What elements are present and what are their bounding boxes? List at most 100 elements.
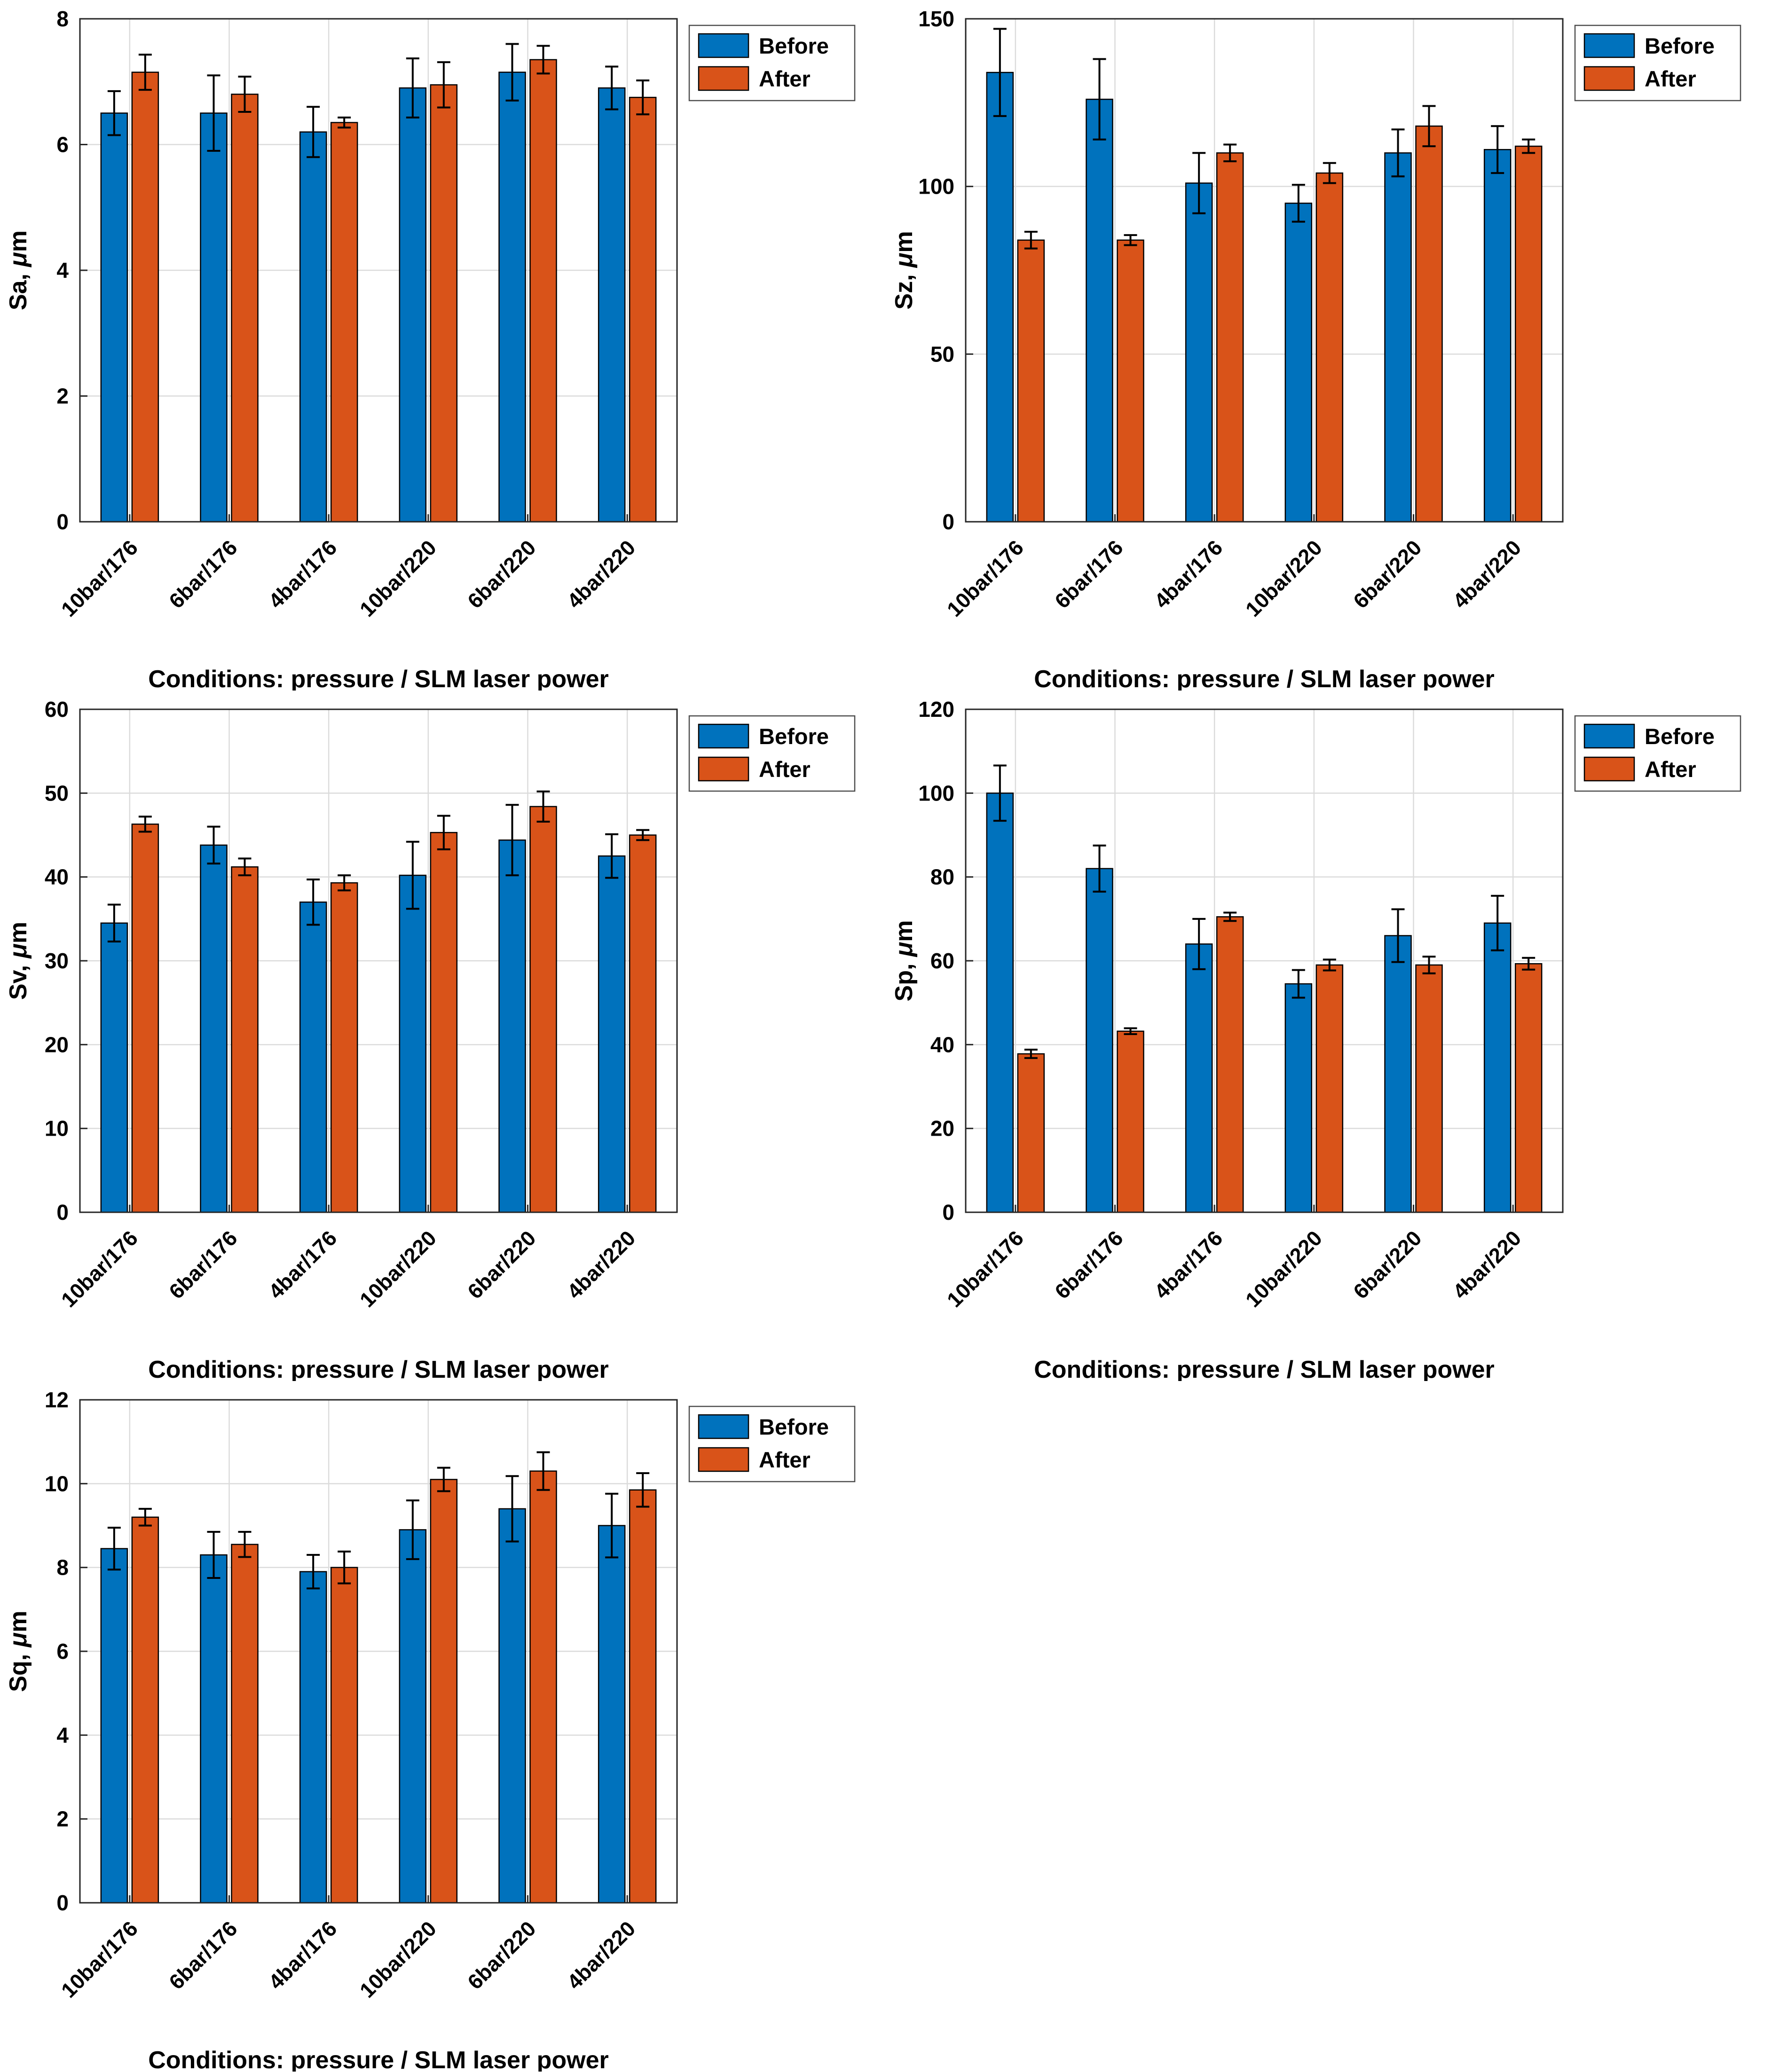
bar-after (1415, 126, 1443, 523)
bar-before (498, 1508, 526, 1904)
y-tick-label: 20 (45, 1032, 69, 1057)
bar-before (299, 131, 327, 523)
bar-after (330, 882, 358, 1213)
legend-label-after: After (759, 757, 811, 782)
bar-after (131, 824, 159, 1213)
y-tick-label: 0 (56, 1200, 69, 1224)
bar-before (299, 901, 327, 1213)
x-tick-label: 6bar/176 (1050, 1226, 1127, 1303)
bar-before (100, 1548, 128, 1904)
y-tick-label: 60 (930, 949, 954, 973)
bar-before (299, 1571, 327, 1904)
bar-after (529, 59, 557, 523)
y-tick-label: 2 (56, 384, 69, 408)
bar-after (430, 84, 458, 523)
bar-before (1086, 98, 1113, 523)
bar-after (1514, 963, 1543, 1213)
x-tick-label: 6bar/176 (164, 1226, 242, 1303)
x-tick-label: 4bar/176 (264, 535, 341, 613)
x-tick-label: 4bar/220 (1448, 535, 1526, 613)
x-tick-label: 4bar/176 (1150, 1226, 1227, 1303)
legend-swatch-before (1583, 33, 1635, 58)
y-axis-label: Sq, μm (5, 1611, 32, 1692)
bar-before (598, 1525, 626, 1904)
legend-swatch-before (698, 723, 749, 749)
y-tick-label: 2 (56, 1807, 69, 1831)
bar-after (1117, 239, 1144, 523)
bar-after (131, 71, 159, 523)
x-tick-label: 6bar/220 (463, 1226, 540, 1303)
y-tick-label: 10 (45, 1471, 69, 1496)
legend-swatch-before (698, 33, 749, 58)
y-tick-label: 0 (942, 1200, 954, 1224)
legend-swatch-after (698, 756, 749, 782)
x-axis-label: Conditions: pressure / SLM laser power (1034, 666, 1495, 691)
y-tick-label: 6 (56, 133, 69, 157)
y-axis-label: Sp, μm (890, 920, 918, 1002)
x-tick-label: 10bar/220 (355, 1916, 441, 2002)
y-tick-label: 120 (918, 697, 954, 722)
bar-after (629, 96, 657, 523)
x-axis-label: Conditions: pressure / SLM laser power (148, 1356, 609, 1381)
bar-chart-sv: 0 10 20 30 40 50 60 10bar/176 6bar/176 4bar/176 10… (5, 697, 856, 1381)
x-tick-label: 4bar/220 (1448, 1226, 1526, 1303)
bar-before (1185, 182, 1213, 523)
x-axis-label: Conditions: pressure / SLM laser power (1034, 1356, 1495, 1381)
y-tick-label: 40 (930, 1032, 954, 1057)
legend-label-after: After (1645, 757, 1696, 782)
x-tick-label: 10bar/220 (355, 535, 441, 621)
chart-sp: 0 20 40 60 80 100 120 10bar/176 6bar/176 4bar/176… (886, 691, 1772, 1381)
bar-chart-sa: 0 2 4 6 8 10bar/176 6bar/176 4bar/176 10bar/220 6… (5, 7, 856, 691)
y-tick-label: 0 (942, 510, 954, 534)
legend-label-before: Before (759, 724, 829, 749)
chart-sa: 0 2 4 6 8 10bar/176 6bar/176 4bar/176 10bar/220 6… (0, 0, 886, 691)
bar-before (498, 71, 526, 523)
x-tick-label: 10bar/176 (56, 1226, 142, 1312)
bar-after (1017, 1053, 1045, 1213)
chart-sq: 0 2 4 6 8 10 12 10bar/176 6bar/176 4bar/176 10bar/… (0, 1381, 886, 2072)
legend-label-before: Before (759, 1414, 829, 1439)
x-tick-label: 6bar/220 (1348, 1226, 1426, 1303)
chart-sz: 0 50 100 150 10bar/176 6bar/176 4bar/176 10bar/… (886, 0, 1772, 691)
x-tick-label: 6bar/176 (164, 535, 242, 613)
bar-after (629, 1489, 657, 1904)
x-tick-label: 4bar/176 (1150, 535, 1227, 613)
bar-before (1483, 149, 1512, 523)
bar-after (1315, 964, 1344, 1213)
bar-before (200, 1554, 228, 1904)
x-tick-label: 10bar/176 (942, 535, 1028, 621)
x-tick-label: 6bar/220 (1348, 535, 1426, 613)
legend-swatch-after (698, 1447, 749, 1472)
bar-after (629, 834, 657, 1213)
bar-before (1086, 868, 1113, 1213)
bar-before (1284, 983, 1313, 1213)
bar-before (200, 112, 228, 523)
bar-chart-sz: 0 50 100 150 10bar/176 6bar/176 4bar/176 10bar/… (890, 7, 1741, 691)
y-tick-label: 30 (45, 949, 69, 973)
y-tick-label: 80 (930, 865, 954, 889)
legend-swatch-before (698, 1414, 749, 1439)
legend-label-before: Before (759, 33, 829, 58)
legend-swatch-after (698, 66, 749, 91)
legend-swatch-before (1583, 723, 1635, 749)
x-tick-label: 4bar/220 (562, 535, 640, 613)
x-tick-label: 6bar/220 (463, 535, 540, 613)
x-tick-label: 4bar/176 (264, 1226, 341, 1303)
bar-before (1483, 922, 1512, 1213)
y-tick-label: 10 (45, 1116, 69, 1141)
bar-after (1216, 152, 1244, 523)
chart-sv: 0 10 20 30 40 50 60 10bar/176 6bar/176 4bar/176 10… (0, 691, 886, 1381)
y-tick-label: 0 (56, 510, 69, 534)
bar-after (1216, 916, 1244, 1213)
bar-before (986, 71, 1014, 523)
y-tick-label: 8 (56, 1555, 69, 1580)
legend-label-before: Before (1645, 724, 1715, 749)
legend-label-after: After (1645, 66, 1696, 91)
bar-after (1315, 172, 1344, 523)
bar-before (399, 1529, 427, 1904)
bar-before (1185, 943, 1213, 1213)
x-tick-label: 6bar/176 (1050, 535, 1127, 613)
bar-after (231, 1544, 259, 1904)
bar-chart-sq: 0 2 4 6 8 10 12 10bar/176 6bar/176 4bar/176 10bar/… (5, 1388, 856, 2072)
bar-before (598, 855, 626, 1213)
